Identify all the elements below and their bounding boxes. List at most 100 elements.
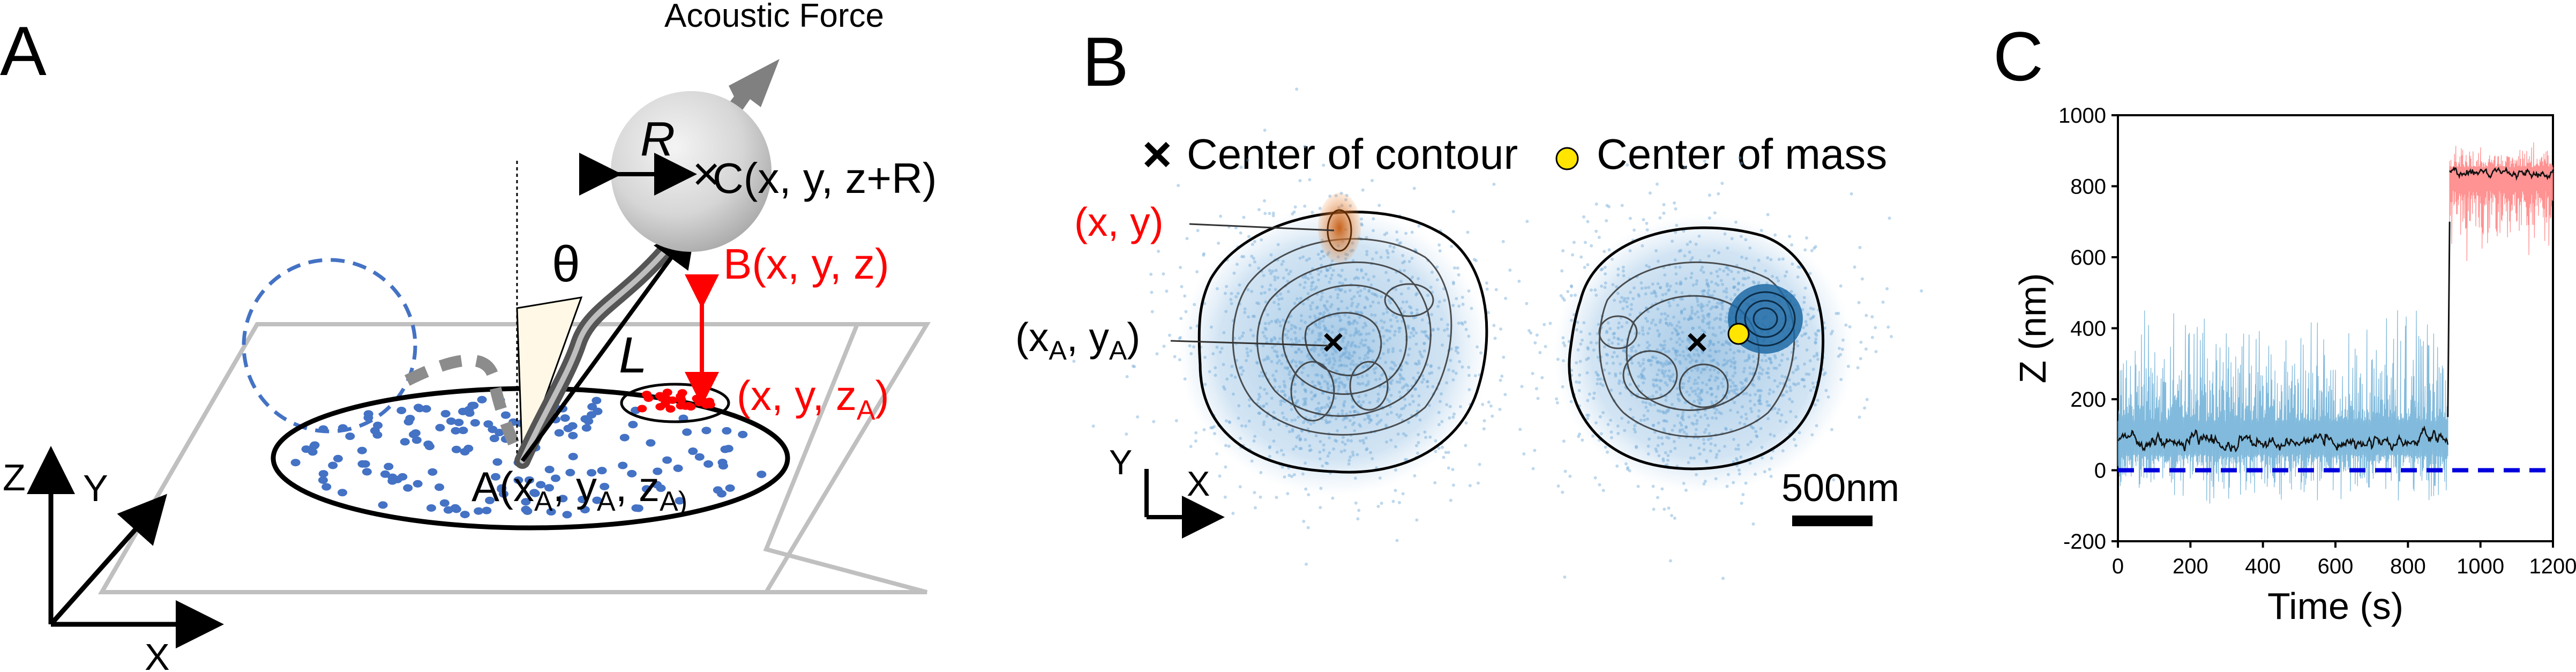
localization-point bbox=[1294, 338, 1298, 341]
localization-point bbox=[1641, 326, 1644, 330]
localization-point bbox=[1662, 203, 1666, 206]
localization-point bbox=[1273, 377, 1277, 381]
localization-point bbox=[1645, 346, 1649, 350]
localization-point bbox=[1282, 380, 1286, 384]
localization-point bbox=[1369, 451, 1373, 454]
localization-point bbox=[1346, 355, 1350, 359]
localization-point bbox=[1696, 366, 1700, 370]
localization-point bbox=[1685, 390, 1689, 394]
mean-trace bbox=[2449, 166, 2554, 181]
localization-point bbox=[1654, 294, 1658, 298]
localization-point bbox=[1569, 294, 1573, 297]
localization-point bbox=[1741, 382, 1744, 385]
localization-point bbox=[1440, 420, 1444, 423]
localization-point bbox=[1410, 230, 1414, 234]
localization-point bbox=[1301, 382, 1305, 385]
localization-point bbox=[1693, 399, 1696, 403]
localization-point bbox=[1405, 362, 1409, 365]
localization-point bbox=[1681, 331, 1684, 334]
localization-point bbox=[1290, 475, 1294, 479]
localization-point bbox=[1276, 355, 1279, 359]
localization-point bbox=[1771, 274, 1774, 278]
localization-point bbox=[1404, 383, 1408, 386]
localization-point bbox=[1757, 409, 1761, 413]
localization-point bbox=[1870, 335, 1874, 339]
localization-point bbox=[1371, 457, 1374, 460]
localization-point bbox=[1687, 318, 1690, 322]
localization-point bbox=[1215, 345, 1219, 349]
localization-point bbox=[1711, 333, 1715, 337]
localization-point bbox=[1320, 406, 1324, 409]
localization-point bbox=[1366, 416, 1370, 420]
localization-point bbox=[1701, 359, 1705, 363]
anchor-dot bbox=[544, 484, 555, 492]
localization-point bbox=[1301, 337, 1305, 340]
localization-point bbox=[1654, 390, 1658, 394]
localization-point bbox=[1690, 359, 1694, 362]
anchor-dot bbox=[470, 419, 480, 427]
localization-point bbox=[1302, 397, 1306, 401]
localization-point bbox=[1183, 294, 1187, 298]
localization-point bbox=[1266, 313, 1270, 317]
localization-point bbox=[1796, 367, 1800, 371]
localization-point bbox=[1260, 292, 1263, 295]
localization-point bbox=[1354, 345, 1358, 348]
attached-dot bbox=[705, 401, 715, 409]
localization-point bbox=[1628, 216, 1632, 220]
localization-point bbox=[1690, 317, 1694, 320]
localization-point bbox=[1674, 290, 1678, 294]
localization-point bbox=[1796, 344, 1800, 348]
localization-point bbox=[1215, 287, 1219, 290]
localization-point bbox=[1403, 259, 1406, 263]
localization-point bbox=[1727, 390, 1731, 393]
localization-point bbox=[1693, 353, 1696, 357]
localization-point bbox=[1886, 325, 1890, 329]
localization-point bbox=[1294, 401, 1298, 405]
localization-point bbox=[1659, 343, 1663, 347]
localization-point bbox=[1609, 419, 1613, 422]
localization-point bbox=[1323, 348, 1327, 352]
localization-point bbox=[1359, 341, 1362, 345]
localization-point bbox=[1174, 419, 1178, 422]
localization-point bbox=[1365, 447, 1369, 451]
localization-point bbox=[1713, 249, 1717, 252]
localization-point bbox=[1399, 374, 1403, 378]
localization-point bbox=[1215, 452, 1219, 456]
localization-point bbox=[1597, 323, 1600, 326]
localization-point bbox=[1271, 346, 1275, 349]
localization-point bbox=[1718, 317, 1722, 320]
localization-point bbox=[1322, 311, 1326, 315]
label-xaya-leader bbox=[1170, 340, 1329, 347]
localization-point bbox=[1817, 328, 1821, 332]
localization-point bbox=[1701, 289, 1704, 293]
localization-point bbox=[1800, 378, 1804, 382]
localization-point bbox=[1611, 257, 1614, 261]
localization-point bbox=[1748, 461, 1752, 465]
localization-point bbox=[1786, 484, 1790, 488]
localization-point bbox=[1703, 480, 1707, 483]
localization-point bbox=[1457, 273, 1461, 277]
y-tick-label: 200 bbox=[2070, 388, 2106, 412]
localization-point bbox=[1376, 392, 1380, 396]
localization-point bbox=[1676, 303, 1680, 307]
localization-point bbox=[1299, 437, 1302, 441]
anchor-dot bbox=[628, 421, 638, 429]
localization-point bbox=[1702, 347, 1706, 351]
localization-point bbox=[1290, 419, 1294, 422]
localization-point bbox=[1319, 257, 1323, 260]
localization-point bbox=[1451, 369, 1455, 373]
localization-point bbox=[1274, 319, 1277, 323]
localization-point bbox=[1738, 349, 1741, 353]
localization-point bbox=[1585, 357, 1589, 361]
localization-point bbox=[1697, 376, 1701, 379]
localization-point bbox=[1446, 327, 1449, 331]
localization-point bbox=[1616, 292, 1620, 295]
localization-point bbox=[1343, 364, 1346, 368]
anchor-dot bbox=[387, 477, 398, 485]
localization-point bbox=[1714, 350, 1718, 354]
localization-point bbox=[1493, 337, 1497, 340]
localization-point bbox=[1739, 380, 1742, 384]
localization-point bbox=[1649, 403, 1653, 407]
theta-label: θ bbox=[552, 236, 580, 293]
localization-point bbox=[1313, 314, 1317, 318]
